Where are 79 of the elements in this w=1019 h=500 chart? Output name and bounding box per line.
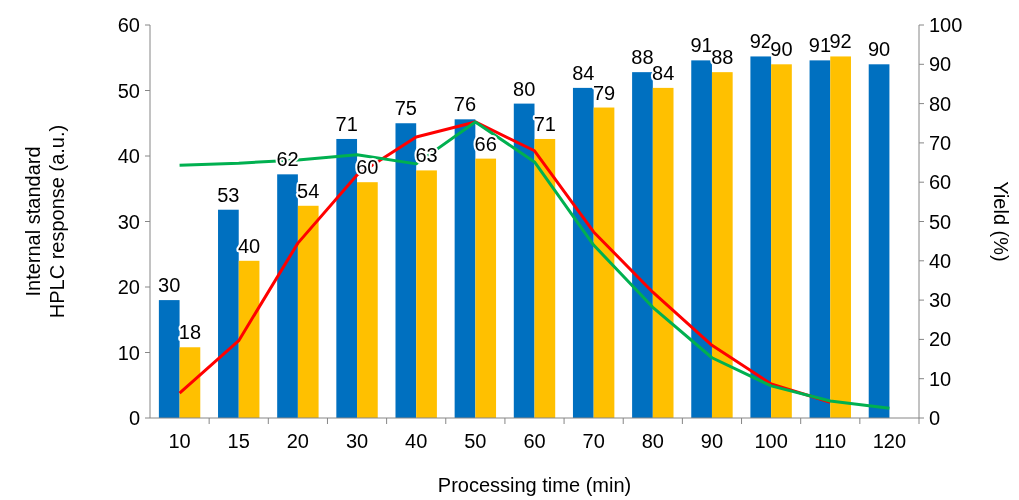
- y2-tick-label: 100: [929, 14, 963, 36]
- x-tick-label: 110: [814, 430, 847, 452]
- bar: [475, 158, 497, 418]
- y2-tick-label: 50: [929, 210, 952, 233]
- bar: [454, 119, 476, 418]
- data-label: 91: [690, 34, 713, 57]
- y-tick-label: 30: [117, 210, 140, 233]
- bar: [711, 72, 733, 418]
- bar: [357, 182, 378, 418]
- y-tick-label: 10: [117, 341, 140, 364]
- bar: [218, 209, 239, 418]
- y2-tick-label: 30: [929, 289, 952, 312]
- data-label: 76: [453, 93, 477, 116]
- x-tick-label: 40: [405, 430, 428, 452]
- bar: [868, 64, 890, 418]
- x-tick-label: 100: [754, 430, 788, 452]
- bar: [691, 60, 712, 418]
- x-tick-label: 10: [168, 430, 191, 452]
- data-label: 90: [770, 38, 793, 61]
- x-tick-label: 50: [464, 430, 487, 452]
- data-label: 79: [592, 81, 616, 104]
- data-label: 84: [572, 61, 595, 84]
- bar: [750, 56, 772, 418]
- y2-tick-label: 0: [929, 407, 941, 429]
- bar: [771, 64, 792, 418]
- bar: [416, 170, 437, 418]
- y-tick-label: 60: [117, 14, 140, 36]
- x-axis-title: Processing time (min): [437, 474, 632, 496]
- bar: [830, 56, 851, 418]
- y2-tick-label: 10: [929, 367, 952, 390]
- x-tick-label: 70: [582, 430, 605, 452]
- data-label: 88: [631, 46, 654, 69]
- x-tick-label: 90: [700, 430, 724, 452]
- data-label: 18: [178, 321, 202, 344]
- data-label: 53: [217, 183, 240, 206]
- x-tick-label: 80: [641, 430, 664, 452]
- data-label: 75: [394, 97, 417, 120]
- bar: [632, 72, 653, 418]
- x-tick-label: 15: [227, 430, 250, 452]
- data-label: 84: [652, 61, 675, 84]
- y-axis-title: Internal standard HPLC response (a.u.): [22, 124, 68, 319]
- bar: [238, 260, 260, 418]
- bar: [809, 60, 831, 418]
- y-tick-label: 20: [117, 276, 140, 298]
- y2-tick-label: 70: [929, 131, 952, 154]
- x-tick-label: 60: [523, 430, 546, 452]
- x-tick-label: 30: [345, 430, 369, 452]
- data-label: 54: [297, 179, 320, 202]
- x-tick-label: 20: [286, 430, 310, 452]
- bar: [179, 347, 201, 418]
- data-label: 66: [474, 132, 497, 155]
- bar: [572, 87, 594, 418]
- bar: [277, 174, 298, 418]
- data-label: 71: [335, 112, 358, 135]
- data-label: 88: [711, 46, 734, 69]
- data-label: 30: [158, 274, 181, 297]
- y2-tick-label: 40: [929, 249, 952, 272]
- y-tick-label: 0: [128, 407, 140, 429]
- data-label: 71: [533, 112, 556, 135]
- bar: [297, 205, 319, 418]
- bar: [336, 138, 358, 418]
- x-tick-label: 120: [872, 430, 907, 452]
- y2-tick-label: 60: [929, 171, 952, 194]
- y2-tick-label: 90: [929, 53, 952, 76]
- bar: [158, 300, 180, 418]
- bar: [652, 87, 674, 418]
- bar: [513, 103, 535, 418]
- data-label: 90: [867, 38, 891, 61]
- bar: [593, 107, 615, 418]
- y2-tick-label: 80: [929, 92, 952, 115]
- data-label: 80: [513, 77, 536, 100]
- y2-tick-label: 20: [929, 328, 952, 351]
- y-tick-label: 40: [117, 145, 140, 167]
- data-label: 92: [829, 30, 852, 53]
- data-label: 92: [749, 30, 772, 53]
- bar: [534, 138, 556, 418]
- y-tick-label: 50: [117, 79, 140, 102]
- y2-axis-title: Yield (%): [990, 181, 1012, 262]
- bar: [395, 123, 417, 418]
